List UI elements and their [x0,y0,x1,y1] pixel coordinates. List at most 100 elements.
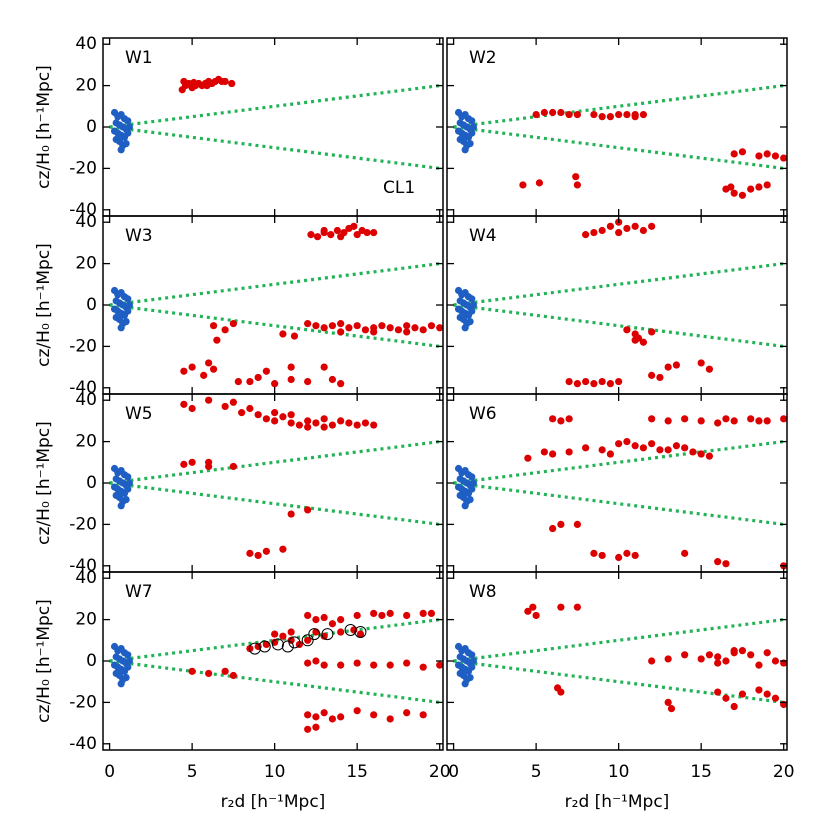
point [468,651,476,659]
point [356,630,365,638]
y-tick-label: -20 [69,158,97,178]
point [714,688,722,696]
point [780,154,787,162]
reference-line [453,84,784,129]
point [598,226,606,235]
panel-title: W3 [125,226,153,246]
panel-frame [102,571,444,751]
y-tick-label: 40 [75,34,97,54]
point [722,560,730,568]
point [117,324,125,332]
point [321,628,334,641]
point [419,609,427,617]
point [722,415,730,423]
point [188,667,196,675]
panel-title: W2 [469,48,497,68]
point [262,367,270,375]
point [205,462,213,471]
point [370,609,378,617]
point [328,375,337,384]
point [565,110,573,119]
point [254,373,262,382]
point [304,659,312,667]
point [337,661,345,669]
point [403,322,411,330]
point [419,663,427,671]
point [664,655,672,663]
point [328,715,337,723]
point [262,415,270,423]
x-tick-label: 5 [187,762,198,782]
y-tick-label: 20 [75,254,97,274]
point [320,709,328,717]
point [469,479,478,487]
point [598,446,606,454]
point [623,224,631,233]
point [312,723,320,731]
point [639,338,648,346]
x-tick-label: 10 [264,762,286,782]
point [456,135,464,144]
point [606,113,614,121]
point [337,320,345,328]
point [328,620,337,628]
x-tick-label: 15 [690,762,712,782]
plot-area [109,396,440,560]
point [667,705,676,713]
plot-area [109,222,443,388]
plot-area [453,218,784,388]
point [205,359,213,367]
point [112,135,120,144]
y-axis-label: cz/H₀ [h⁻¹Mpc] [34,65,54,189]
point [125,479,134,487]
point [461,146,469,154]
point [279,545,287,553]
point [572,173,580,181]
point [763,150,771,158]
x-axis-label: r₂d [h⁻¹Mpc] [221,792,326,812]
point [590,110,598,119]
point [461,324,469,332]
reference-line [453,303,784,348]
point [304,711,312,719]
point [279,413,287,421]
point [271,417,279,425]
point [582,231,590,239]
x-tick-label: 20 [429,762,451,782]
point [573,380,581,388]
point [681,651,689,659]
point [328,322,337,330]
point [469,123,478,131]
point [427,609,436,617]
point [345,324,353,332]
point [295,421,304,429]
point [228,79,236,88]
point [124,117,132,125]
point [631,551,639,560]
point [705,651,714,659]
panel-title: W4 [469,226,497,246]
point [304,377,312,386]
point [714,558,722,566]
point [403,709,411,717]
point [386,324,394,332]
point [281,640,294,653]
point [353,611,361,620]
point [312,322,320,330]
point [456,313,464,322]
point [112,669,120,678]
point [697,450,705,458]
point [337,380,345,388]
point [188,458,196,466]
point [648,371,656,379]
point [730,189,738,197]
y-tick-label: 0 [86,117,97,137]
point [353,421,361,429]
point [258,640,271,653]
point [337,417,345,425]
point [307,231,315,239]
point [124,485,132,493]
point [229,671,237,680]
point [468,295,476,303]
point [705,452,714,460]
